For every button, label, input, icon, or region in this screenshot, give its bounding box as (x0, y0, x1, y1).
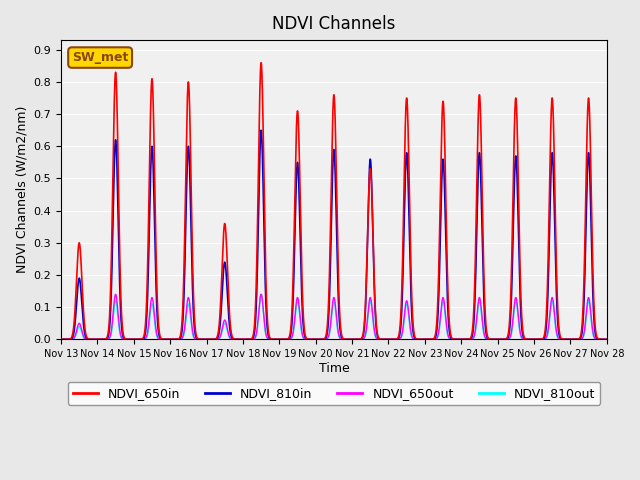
NDVI_810out (257, 291, 265, 297)
NDVI_810out (574, 336, 582, 342)
NDVI_810in (57, 336, 65, 342)
NDVI_650in (603, 336, 611, 342)
NDVI_650in (552, 264, 560, 270)
NDVI_650out (550, 304, 557, 310)
NDVI_810out (603, 336, 611, 342)
NDVI_650out (574, 336, 582, 342)
NDVI_810in (574, 336, 582, 342)
NDVI_650out (57, 336, 65, 342)
NDVI_810in (257, 127, 265, 133)
Line: NDVI_650in: NDVI_650in (61, 63, 607, 339)
NDVI_650out (552, 328, 560, 334)
X-axis label: Time: Time (319, 362, 349, 375)
NDVI_810in (603, 336, 611, 342)
NDVI_650out (266, 336, 274, 342)
NDVI_810out (122, 336, 130, 342)
NDVI_810in (266, 336, 274, 342)
NDVI_810in (552, 289, 560, 295)
NDVI_650out (112, 291, 120, 297)
NDVI_810out (550, 308, 557, 313)
NDVI_650out (603, 336, 611, 342)
NDVI_650out (399, 327, 406, 333)
NDVI_810in (550, 187, 557, 192)
NDVI_650out (123, 336, 131, 342)
NDVI_650in (257, 60, 265, 66)
NDVI_650in (550, 137, 557, 143)
Line: NDVI_810in: NDVI_810in (61, 130, 607, 339)
NDVI_810out (57, 336, 65, 342)
NDVI_810in (399, 284, 406, 289)
NDVI_650in (266, 336, 274, 341)
NDVI_650in (399, 256, 406, 262)
NDVI_650in (122, 336, 130, 342)
NDVI_810out (266, 336, 274, 342)
NDVI_810out (399, 330, 406, 336)
NDVI_650in (574, 336, 582, 342)
NDVI_810out (552, 331, 560, 336)
NDVI_810in (122, 336, 130, 342)
Legend: NDVI_650in, NDVI_810in, NDVI_650out, NDVI_810out: NDVI_650in, NDVI_810in, NDVI_650out, NDV… (68, 382, 600, 405)
Title: NDVI Channels: NDVI Channels (272, 15, 396, 33)
Text: SW_met: SW_met (72, 51, 128, 64)
Y-axis label: NDVI Channels (W/m2/nm): NDVI Channels (W/m2/nm) (15, 106, 28, 274)
NDVI_650in (57, 336, 65, 342)
Line: NDVI_650out: NDVI_650out (61, 294, 607, 339)
Line: NDVI_810out: NDVI_810out (61, 294, 607, 339)
